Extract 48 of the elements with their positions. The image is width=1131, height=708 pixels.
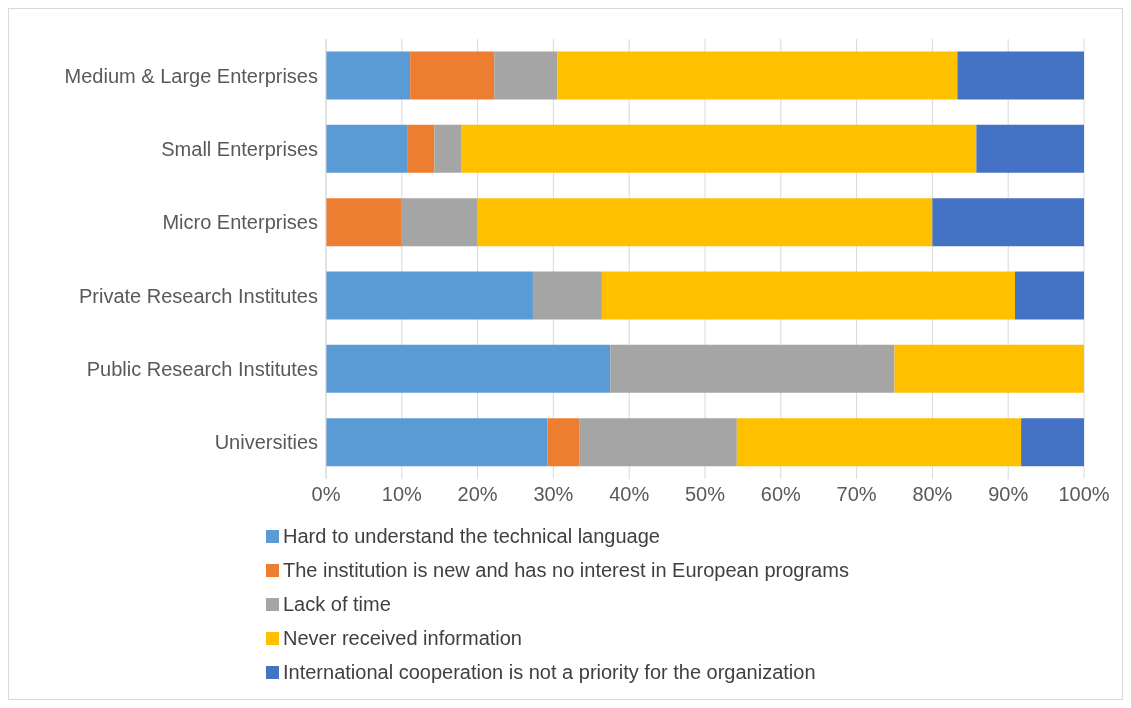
x-tick-label: 40% — [609, 483, 650, 506]
bar — [461, 124, 977, 173]
y-tick-label: Universities — [214, 431, 318, 454]
bar — [494, 51, 558, 100]
x-tick-label: 20% — [457, 483, 498, 506]
legend-label: International cooperation is not a priority for the organization — [283, 660, 816, 684]
bar — [957, 51, 1084, 100]
x-tick-label: 50% — [684, 483, 726, 506]
x-tick-label: 100% — [1058, 483, 1110, 506]
x-tick-label: 30% — [533, 483, 574, 506]
x-tick-label: 10% — [381, 483, 423, 506]
y-tick-label: Medium & Large Enterprises — [64, 64, 318, 87]
bar — [932, 198, 1084, 247]
bar — [326, 51, 411, 100]
y-tick-label: Private Research Institutes — [79, 284, 318, 307]
bar — [477, 198, 933, 247]
x-tick-label: 70% — [836, 483, 877, 506]
bar — [894, 344, 1084, 393]
bar — [1021, 418, 1084, 467]
x-tick-label: 60% — [760, 483, 802, 506]
bar — [601, 271, 1016, 320]
x-tick-label: 80% — [912, 483, 953, 506]
bar — [976, 124, 1084, 173]
bar — [326, 418, 548, 467]
bar — [407, 124, 435, 173]
y-tick-label: Micro Enterprises — [162, 211, 318, 234]
y-tick-label: Public Research Institutes — [86, 358, 318, 381]
legend-label: The institution is new and has no interest in European programs — [283, 558, 849, 582]
bar — [736, 418, 1022, 467]
bar — [579, 418, 737, 467]
bar — [547, 418, 580, 467]
bar — [326, 344, 611, 393]
x-tick-label: 0% — [311, 483, 341, 506]
bar — [557, 51, 958, 100]
x-tick-label: 90% — [988, 483, 1029, 506]
bar — [326, 271, 533, 320]
legend-label: Hard to understand the technical language — [283, 524, 660, 548]
bar — [410, 51, 495, 100]
bar — [326, 198, 402, 247]
bar — [434, 124, 462, 173]
bar — [532, 271, 602, 320]
bar — [326, 124, 408, 173]
legend-label: Lack of time — [283, 592, 391, 616]
bar — [610, 344, 895, 393]
bar — [401, 198, 478, 247]
y-tick-label: Small Enterprises — [161, 138, 318, 161]
bar — [1015, 271, 1084, 320]
legend-label: Never received information — [283, 626, 522, 650]
